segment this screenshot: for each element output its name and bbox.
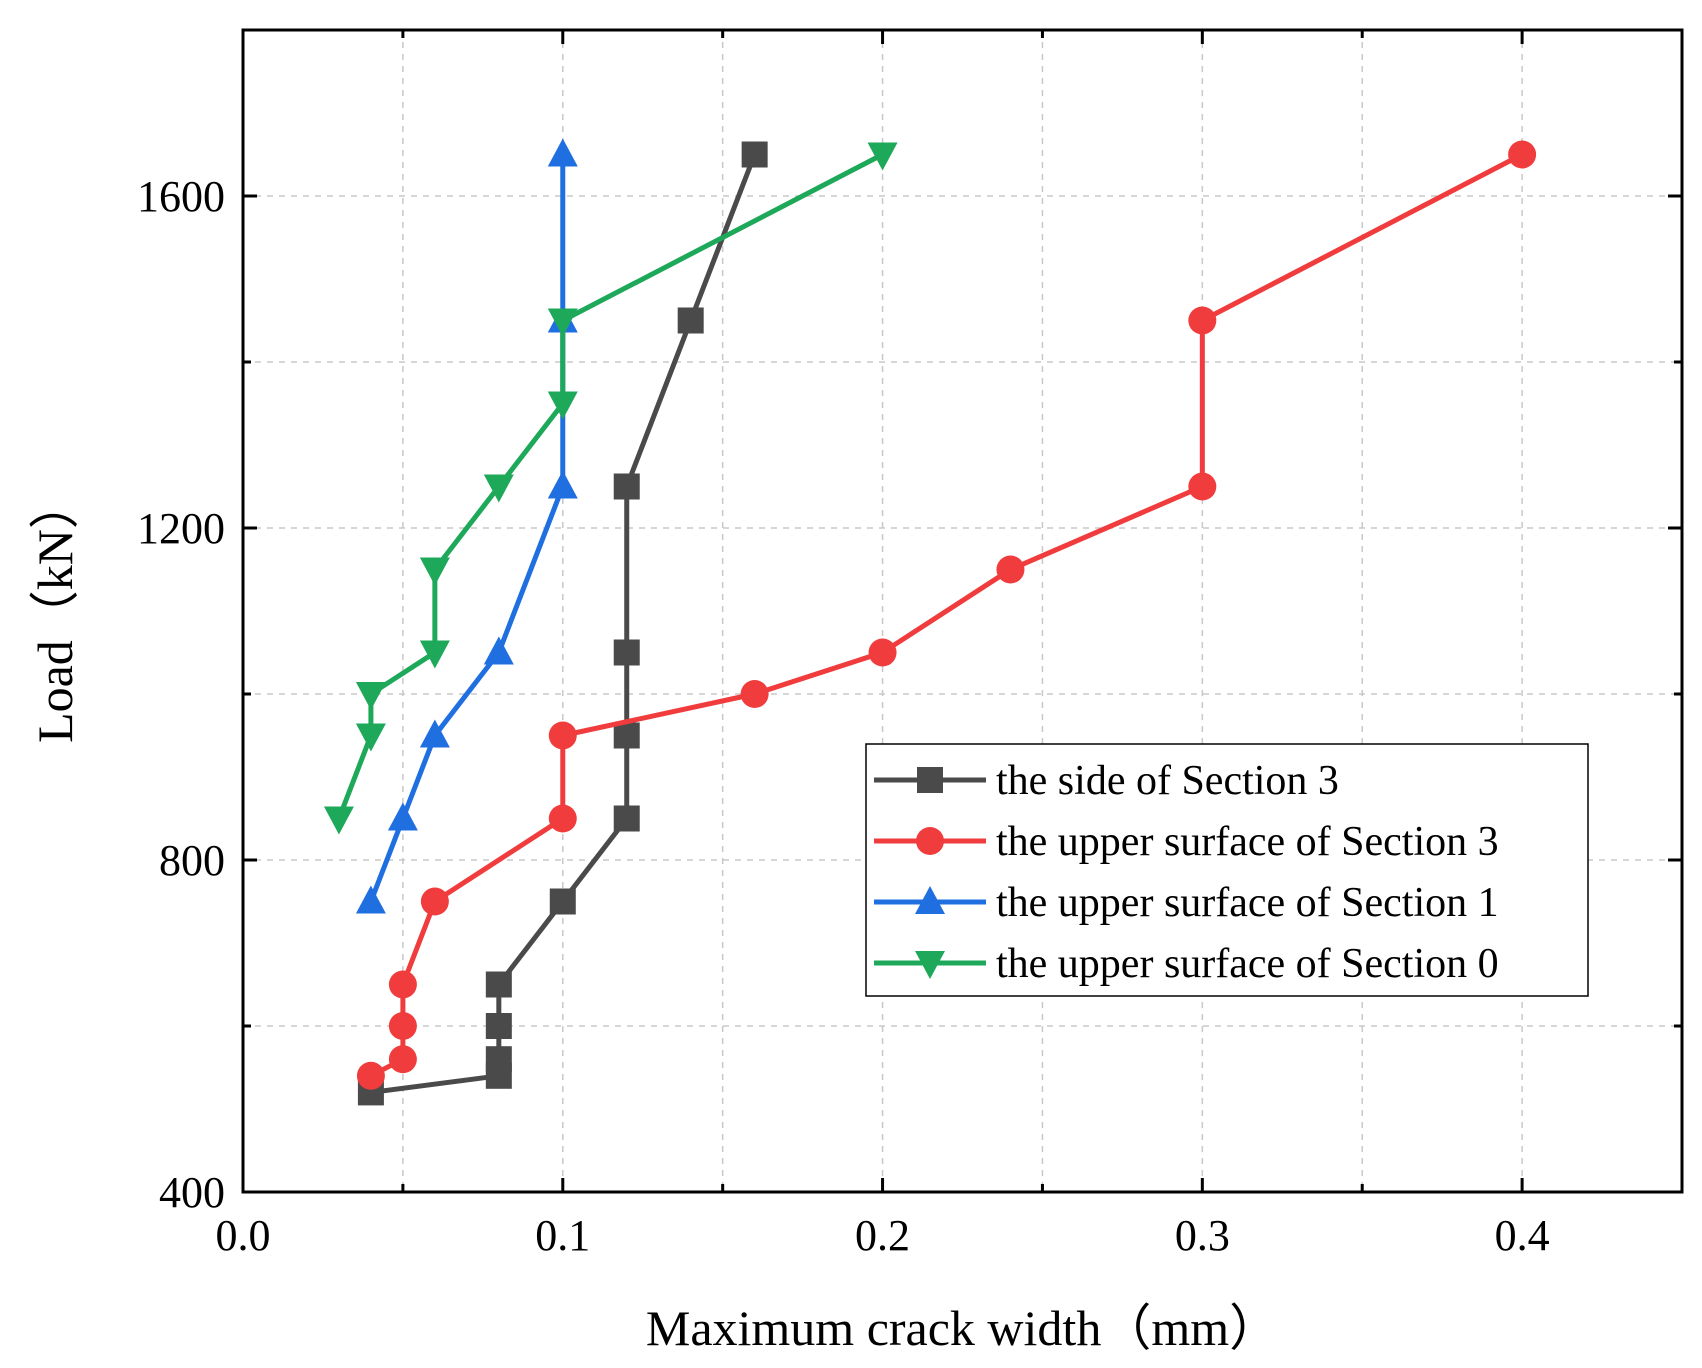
data-point (388, 1012, 417, 1040)
y-tick-label: 400 (159, 1168, 225, 1217)
plot-frame (241, 28, 1684, 1194)
legend-marker (915, 886, 945, 914)
data-point (355, 682, 386, 710)
legend-marker (917, 767, 943, 793)
data-point (613, 639, 640, 666)
legend: the side of Section 3 the upper surface o… (865, 743, 1589, 997)
x-tick-label: 0.2 (855, 1211, 910, 1260)
data-point (419, 719, 450, 748)
y-tick-label: 800 (159, 836, 225, 885)
y-tick-label: 1600 (137, 172, 225, 221)
data-point (547, 308, 578, 337)
series-1 (357, 141, 768, 1106)
data-point (355, 885, 386, 914)
legend-entry: the upper surface of Section 0 (874, 941, 1499, 987)
legend-label: the side of Section 3 (996, 758, 1339, 804)
x-tick-label: 0.0 (216, 1211, 271, 1260)
data-point (483, 474, 514, 503)
data-point (388, 1045, 417, 1074)
data-point (1508, 140, 1537, 169)
series-4 (323, 142, 898, 835)
legend-entry: the upper surface of Section 3 (874, 819, 1499, 865)
data-point (1188, 472, 1217, 501)
legend-entry: the side of Section 3 (874, 758, 1339, 804)
data-point (548, 721, 577, 750)
data-point (613, 805, 640, 832)
data-point (483, 636, 514, 665)
data-point (548, 804, 577, 833)
x-tick-label: 0.3 (1175, 1211, 1230, 1260)
data-point (419, 640, 450, 669)
data-point (741, 141, 768, 168)
data-point (323, 806, 354, 835)
data-point (1188, 306, 1217, 335)
y-tick-label: 1200 (137, 504, 225, 553)
data-point (867, 142, 898, 171)
data-point (868, 638, 897, 667)
x-axis-title: Maximum crack width（mm） (646, 1300, 1279, 1356)
data-point (356, 1061, 385, 1090)
x-tick-label: 0.1 (535, 1211, 590, 1260)
data-point (388, 970, 417, 999)
data-point (547, 391, 578, 420)
legend-box (865, 743, 1589, 997)
legend-entry: the upper surface of Section 1 (874, 880, 1499, 926)
data-point (613, 473, 640, 500)
data-point (613, 722, 640, 749)
data-point (355, 723, 386, 752)
data-point (387, 802, 418, 831)
legend-label: the upper surface of Section 1 (996, 880, 1499, 926)
data-point (485, 1046, 512, 1073)
series-layer (323, 138, 1537, 1106)
data-point (996, 555, 1025, 584)
data-point (419, 557, 450, 586)
data-point (677, 307, 704, 334)
data-point (485, 1013, 512, 1039)
y-axis-title: Load（kN） (27, 479, 83, 743)
legend-marker (916, 827, 944, 855)
series-2 (356, 140, 1537, 1090)
legend-label: the upper surface of Section 3 (996, 819, 1499, 865)
tick-labels: 0.0 0.1 0.2 0.3 0.4 400 800 1200 1600 (137, 172, 1550, 1260)
data-point (420, 887, 449, 916)
data-point (740, 680, 769, 708)
axis-ticks (241, 28, 1684, 1194)
data-point (549, 888, 576, 915)
data-point (485, 971, 512, 998)
legend-label: the upper surface of Section 0 (996, 941, 1499, 987)
x-tick-label: 0.4 (1495, 1211, 1550, 1260)
data-point (547, 470, 578, 499)
data-point (547, 138, 578, 167)
legend-marker (915, 951, 945, 979)
